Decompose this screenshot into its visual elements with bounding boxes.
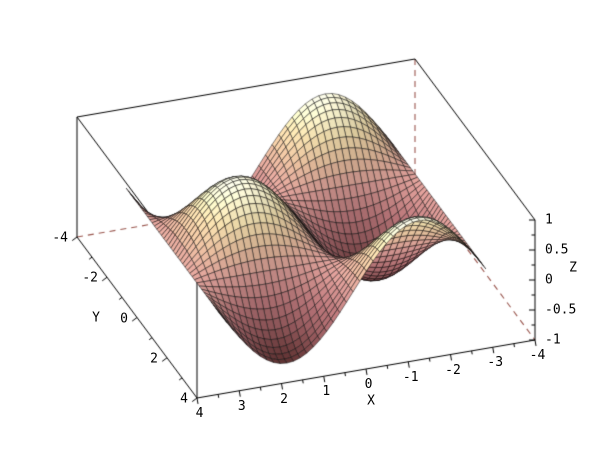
y-tick-label: 4 — [180, 391, 188, 407]
x-tick-label: 3 — [237, 398, 246, 414]
x-tick-label: -2 — [445, 362, 461, 378]
x-tick-label: -3 — [487, 355, 504, 371]
y-axis-label: Y — [92, 310, 100, 326]
z-tick-label: 0 — [545, 272, 553, 288]
x-axis-label: X — [367, 393, 375, 409]
y-tick-label: 0 — [120, 311, 128, 326]
z-tick-label: -0.5 — [545, 302, 577, 318]
y-tick-label: -4 — [52, 230, 68, 246]
y-tick-label: -2 — [82, 270, 98, 286]
z-axis-label: Z — [569, 260, 577, 276]
z-tick-label: -1 — [545, 332, 561, 348]
z-tick-label: 1 — [545, 212, 553, 228]
x-tick-label: 1 — [322, 384, 331, 400]
z-tick-label: 0.5 — [545, 242, 569, 258]
x-tick-label: 0 — [364, 377, 373, 392]
x-tick-label: 4 — [195, 406, 204, 421]
y-tick-label: 2 — [150, 351, 158, 367]
x-tick-label: 2 — [280, 391, 288, 407]
x-tick-label: -4 — [529, 348, 546, 363]
x-tick-label: -1 — [402, 369, 419, 385]
